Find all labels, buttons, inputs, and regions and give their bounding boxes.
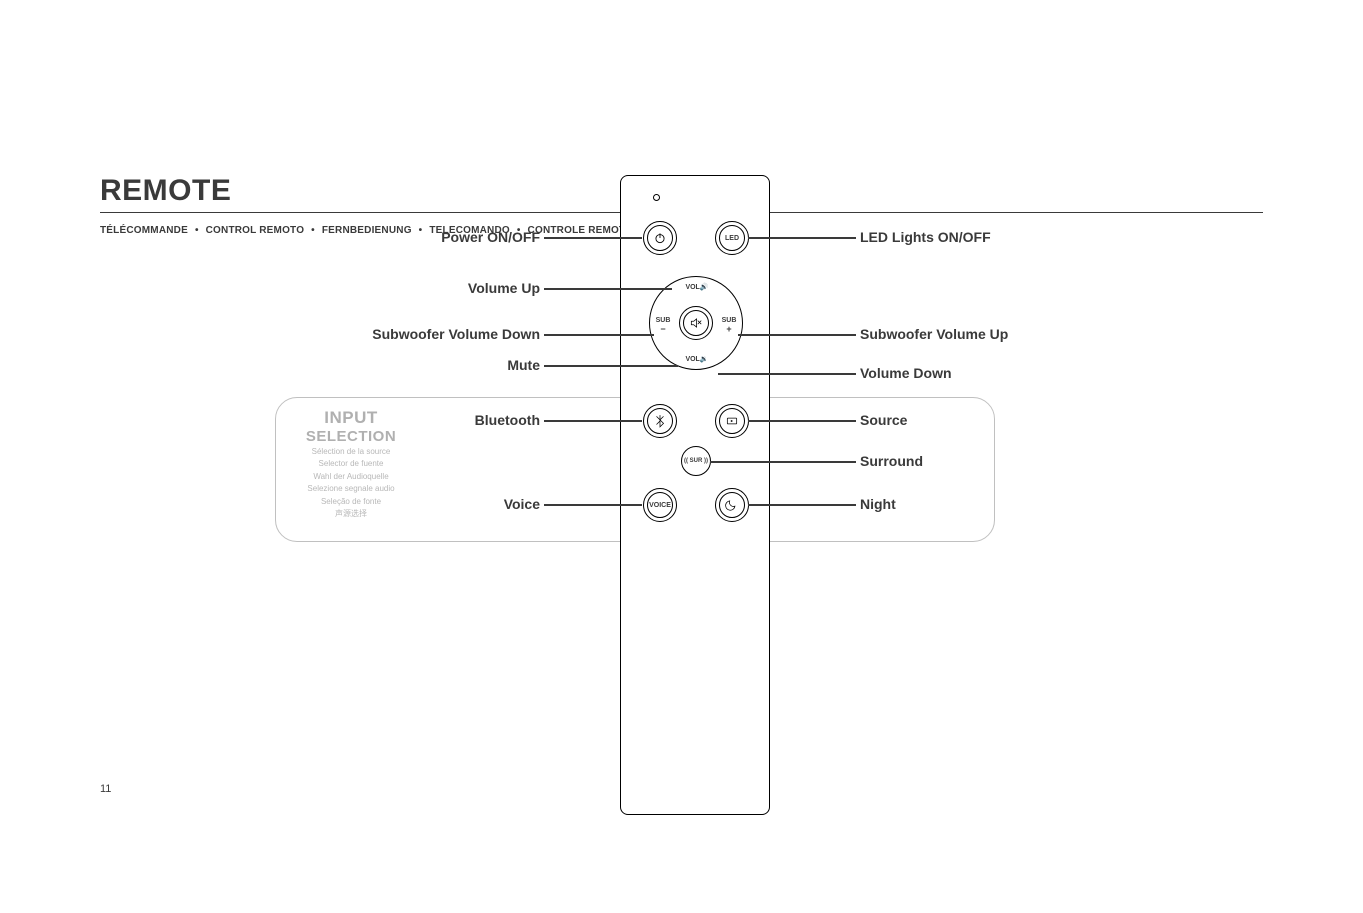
bluetooth-button	[643, 404, 677, 438]
sub-plus-label: SUB+	[719, 317, 739, 334]
label-voice: Voice	[350, 496, 540, 512]
leader-sub-up	[738, 334, 856, 336]
source-icon	[725, 414, 739, 428]
leader-source	[748, 420, 856, 422]
remote-diagram: INPUT SELECTION Sélection de la source S…	[100, 175, 1303, 815]
input-selection-fr: Sélection de la source	[286, 447, 416, 457]
page-number: 11	[100, 783, 111, 795]
leader-sub-down	[544, 334, 654, 336]
label-power: Power ON/OFF	[350, 229, 540, 245]
label-source: Source	[860, 412, 907, 428]
source-button	[715, 404, 749, 438]
label-vol-down: Volume Down	[860, 365, 952, 381]
input-selection-es: Selector de fuente	[286, 459, 416, 469]
power-button	[643, 221, 677, 255]
crop-mark	[0, 2, 2, 40]
mute-button	[679, 306, 713, 340]
voice-button: VOICE	[643, 488, 677, 522]
leader-night	[748, 504, 856, 506]
crop-mark	[0, 0, 38, 2]
leader-voice	[544, 504, 642, 506]
leader-vol-up	[544, 288, 672, 290]
label-led: LED Lights ON/OFF	[860, 229, 991, 245]
surround-button: (( SUR ))	[681, 446, 711, 476]
input-selection-de: Wahl der Audioquelle	[286, 472, 416, 482]
input-selection-line2: SELECTION	[286, 428, 416, 445]
label-vol-up: Volume Up	[350, 280, 540, 296]
label-night: Night	[860, 496, 896, 512]
power-icon	[653, 231, 667, 245]
leader-mute	[544, 365, 678, 367]
led-button: LED	[715, 221, 749, 255]
vol-down-label: VOL🔉	[682, 355, 712, 363]
mute-icon	[689, 316, 703, 330]
leader-led	[748, 237, 856, 239]
nav-ring: VOL🔊 SUB− SUB+ VOL🔉	[649, 276, 743, 370]
ir-hole	[653, 194, 660, 201]
label-mute: Mute	[350, 357, 540, 373]
crop-mark	[0, 42, 38, 44]
night-icon	[725, 498, 739, 512]
input-selection-it: Selezione segnale audio	[286, 484, 416, 494]
night-button	[715, 488, 749, 522]
label-sub-down: Subwoofer Volume Down	[270, 326, 540, 342]
leader-power	[544, 237, 642, 239]
label-bluetooth: Bluetooth	[350, 412, 540, 428]
sub-minus-label: SUB−	[653, 317, 673, 334]
leader-vol-down	[718, 373, 856, 375]
label-sub-up: Subwoofer Volume Up	[860, 326, 1008, 342]
crop-mark	[0, 44, 2, 82]
vol-up-label: VOL🔊	[682, 283, 712, 291]
remote-body: LED VOL🔊 SUB− SUB+ VOL🔉	[620, 175, 770, 815]
led-button-label: LED	[725, 235, 739, 242]
voice-button-label: VOICE	[649, 502, 671, 509]
leader-surround	[710, 461, 856, 463]
bluetooth-icon	[653, 414, 667, 428]
surround-button-label: (( SUR ))	[684, 458, 708, 464]
label-surround: Surround	[860, 453, 923, 469]
leader-bluetooth	[544, 420, 642, 422]
